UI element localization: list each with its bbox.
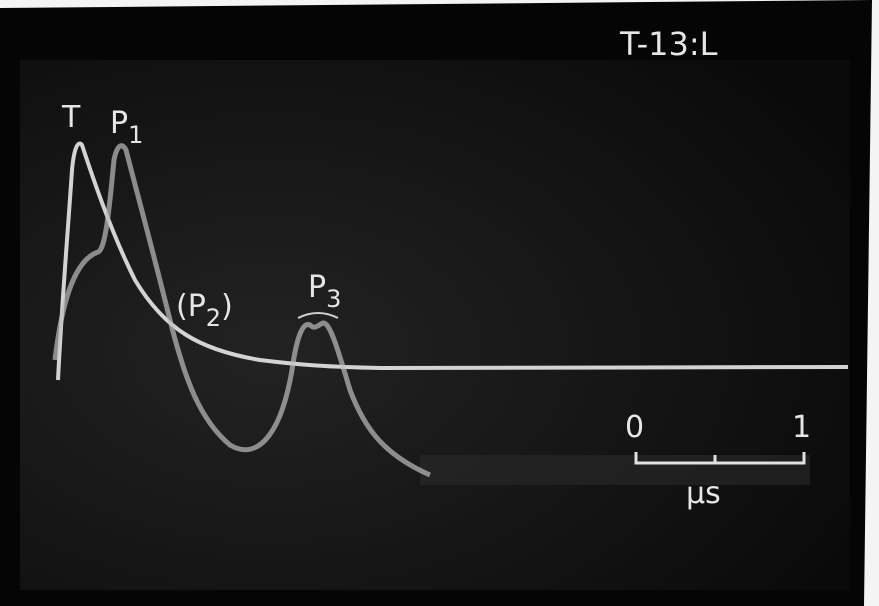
peak-label-main: (P bbox=[176, 289, 206, 324]
peak-label-end: ) bbox=[221, 289, 233, 324]
peak-label-sub: 3 bbox=[326, 285, 341, 313]
scale-end: 1 bbox=[792, 410, 811, 445]
title: T-13:L bbox=[619, 25, 718, 63]
oscilloscope-photo: T-13:L T P1 (P2) P3 0 1 μs bbox=[0, 0, 879, 606]
peak-label-sub: 2 bbox=[206, 304, 221, 332]
peak-label-sub: 1 bbox=[128, 121, 143, 149]
page: {"title": "T-13:L", "peak_labels": [ {"m… bbox=[0, 0, 879, 606]
baseline-haze bbox=[420, 455, 810, 485]
peak-label-main: P bbox=[110, 106, 128, 141]
peak-label-main: T bbox=[61, 100, 81, 135]
scale-start: 0 bbox=[625, 410, 644, 445]
scale-unit: μs bbox=[686, 476, 721, 511]
screen-glow bbox=[20, 60, 850, 590]
peak-label: T bbox=[61, 100, 81, 135]
peak-label-main: P bbox=[308, 270, 326, 305]
